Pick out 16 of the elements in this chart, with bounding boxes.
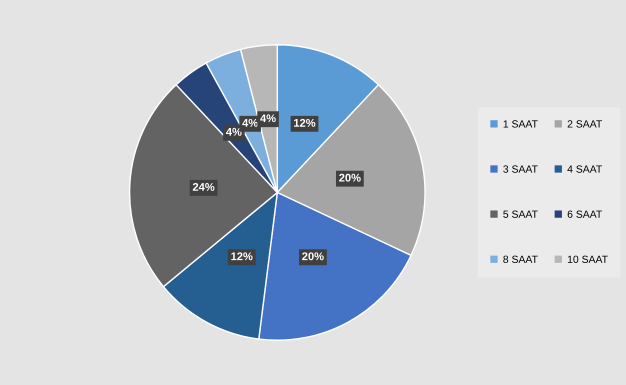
data-label: 20% — [339, 174, 361, 182]
legend-label: 5 SAAT — [503, 210, 538, 218]
legend-label: 1 SAAT — [504, 120, 538, 128]
data-label: 24% — [192, 182, 214, 191]
legend-label: 8 SAAT — [503, 256, 538, 263]
data-label: 4% — [260, 114, 276, 122]
legend-label: 3 SAAT — [503, 165, 538, 173]
legend-label: 2 SAAT — [568, 120, 602, 128]
legend-label: 10 SAAT — [568, 256, 608, 263]
data-label: 4% — [242, 118, 258, 127]
legend-label: 6 SAAT — [568, 210, 602, 218]
data-label: 12% — [231, 252, 253, 260]
legend-label: 4 SAAT — [567, 165, 602, 173]
data-label: 12% — [294, 118, 316, 127]
data-label: 4% — [226, 128, 242, 136]
data-label: 20% — [302, 252, 324, 260]
